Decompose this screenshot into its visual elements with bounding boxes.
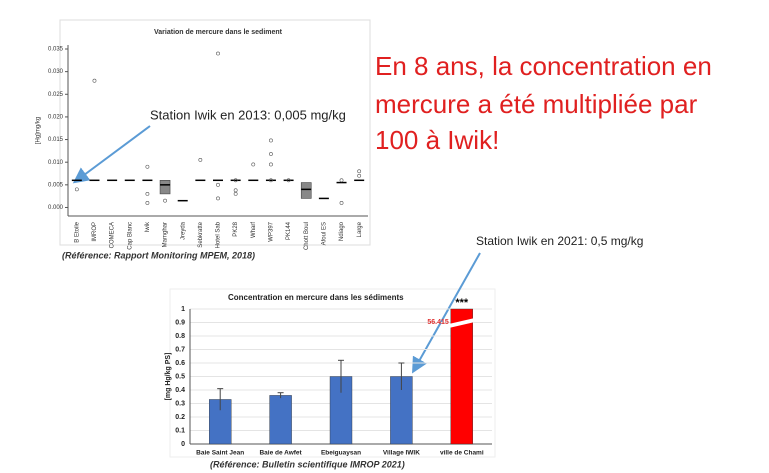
outlier (216, 51, 220, 56)
y-tick-label: 0.5 (175, 373, 185, 380)
significance: *** (455, 297, 469, 309)
outlier (92, 78, 97, 83)
x-tick-label: Village IWIK (383, 450, 420, 457)
x-tick-label: Afoul ES (321, 222, 327, 245)
y-tick-label: 0.000 (48, 205, 64, 211)
outlier (198, 158, 203, 162)
outlier (216, 182, 220, 187)
outlier (216, 196, 220, 201)
y-tick-label: 0.8 (175, 333, 185, 340)
reference: (Référence: Bulletin scientifique IMROP … (210, 459, 405, 469)
x-tick-label: PK28 (233, 221, 239, 236)
value-label: 56.415 (427, 319, 449, 326)
x-tick-label: IMROP (92, 222, 98, 242)
headline: En 8 ans, la concentration en (375, 51, 712, 81)
y-tick-label: 0.1 (175, 427, 185, 434)
headline: mercure a été multipliée par (375, 89, 698, 119)
y-tick-label: 0.3 (175, 400, 185, 407)
annotation: Station Iwik en 2021: 0,5 mg/kg (476, 234, 643, 248)
x-tick-label: Iwik (145, 221, 151, 232)
outlier (145, 191, 150, 196)
y-axis-label: [Hg]mg/kg (36, 117, 42, 144)
x-tick-label: Sebkratte (198, 221, 204, 247)
y-tick-label: 0.9 (175, 319, 185, 326)
outlier (233, 188, 238, 193)
outlier (339, 201, 344, 205)
x-tick-label: WP397 (269, 221, 275, 241)
outlier (357, 173, 362, 178)
y-tick-label: 0.6 (175, 360, 185, 367)
x-tick-label: Cap Blanc (127, 222, 133, 250)
x-tick-label: Baie Saint Jean (196, 450, 244, 457)
box (300, 182, 312, 199)
y-tick-label: 0.2 (175, 414, 185, 421)
outlier (233, 178, 238, 183)
x-tick-label: Mamghar (163, 222, 169, 247)
x-tick-label: PK144 (286, 221, 292, 240)
x-tick-label: Large (357, 221, 363, 237)
y-tick-label: 0.015 (48, 137, 64, 143)
y-tick-label: 0.035 (48, 47, 64, 53)
outlier (357, 169, 362, 174)
y-tick-label: 0.025 (48, 92, 64, 98)
outlier (145, 164, 150, 169)
y-tick-label: 0.4 (175, 387, 185, 394)
x-tick-label: COMECA (110, 222, 116, 248)
axis-break (448, 318, 475, 328)
x-tick-label: Ndiago (339, 221, 345, 241)
x-tick-label: Chott Boul (304, 222, 310, 250)
outlier (74, 187, 79, 192)
bar (269, 395, 292, 445)
annotation: Station Iwik en 2013: 0,005 mg/kg (150, 107, 346, 122)
outlier (145, 201, 150, 205)
x-tick-label: Ebeiguaysan (321, 450, 361, 457)
box (159, 180, 171, 195)
x-tick-label: Jreyda (180, 221, 186, 240)
outlier (269, 178, 273, 183)
outlier (269, 152, 273, 156)
x-tick-label: Wharf (251, 222, 257, 238)
x-tick-label: ville de Chami (440, 450, 484, 457)
bar (450, 308, 473, 445)
outlier (286, 178, 291, 183)
x-tick-label: Hotel Sab (216, 221, 222, 248)
chart-title: Variation de mercure dans le sediment (154, 29, 283, 36)
outlier (269, 138, 273, 143)
x-tick-label: B Etoile (74, 221, 80, 242)
y-tick-label: 0 (181, 441, 185, 448)
y-axis-label: [mg Hg/kg PS] (165, 353, 172, 401)
y-tick-label: 0.7 (175, 346, 185, 353)
x-tick-label: Baie de Awfet (259, 450, 302, 457)
headline: 100 à Iwik! (375, 125, 499, 155)
arrow (412, 252, 481, 374)
y-tick-label: 0.010 (48, 160, 64, 166)
y-tick-label: 0.020 (48, 114, 64, 120)
y-tick-label: 0.030 (48, 69, 64, 75)
outlier (339, 178, 344, 183)
y-tick-label: 1 (181, 306, 185, 313)
chart-frame (59, 19, 371, 246)
outlier (233, 191, 238, 196)
reference: (Référence: Rapport Monitoring MPEM, 201… (62, 250, 255, 260)
outlier (269, 162, 273, 167)
y-tick-label: 0.005 (48, 182, 64, 188)
outlier (163, 198, 167, 203)
chart-title: Concentration en mercure dans les sédime… (228, 293, 404, 302)
arrow (72, 125, 151, 184)
outlier (251, 162, 256, 167)
